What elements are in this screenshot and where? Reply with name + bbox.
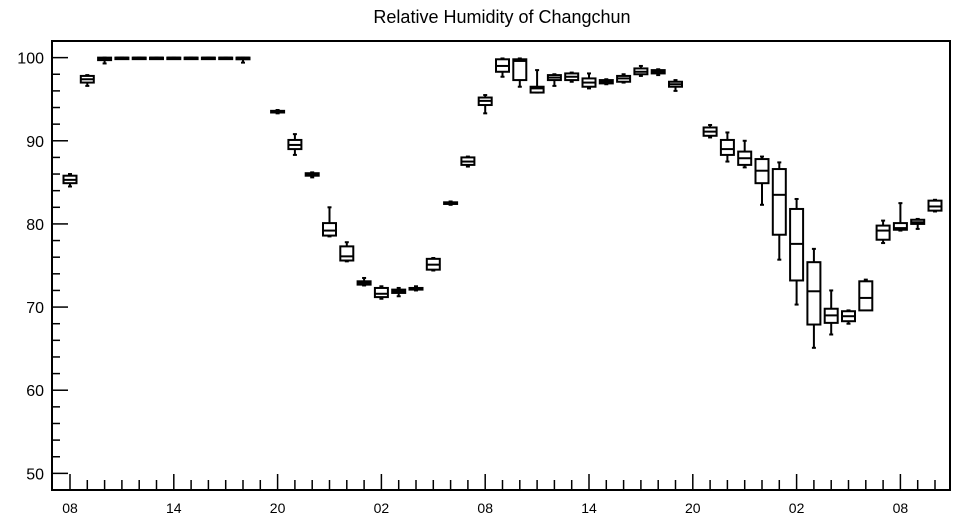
x-tick-label: 20 xyxy=(270,500,286,516)
box-7 xyxy=(183,56,199,61)
box-2 xyxy=(97,56,113,65)
box-21 xyxy=(425,257,441,272)
box-48 xyxy=(892,202,908,232)
box-body xyxy=(322,222,337,237)
box-34 xyxy=(650,68,666,77)
box-5 xyxy=(149,56,164,61)
y-tick-label: 70 xyxy=(26,300,44,317)
x-tick-label: 08 xyxy=(477,500,493,516)
box-50 xyxy=(927,198,943,213)
box-9 xyxy=(218,56,234,61)
y-tick-label: 50 xyxy=(26,466,44,483)
box-body xyxy=(373,286,389,299)
box-38 xyxy=(719,131,735,163)
box-46 xyxy=(858,278,874,312)
x-tick-label: 14 xyxy=(581,500,597,516)
box-23 xyxy=(460,155,476,168)
x-tick-label: 08 xyxy=(893,500,909,516)
axes: 50 60 70 80 90 100 08 14 20 02 08 14 20 02 08 xyxy=(17,40,951,516)
box-body xyxy=(771,168,787,236)
box-body xyxy=(512,58,528,82)
box-33 xyxy=(633,64,649,77)
box-8 xyxy=(200,56,216,61)
box-16 xyxy=(339,241,355,263)
box-30 xyxy=(581,72,597,90)
box-10 xyxy=(235,56,251,64)
box-26 xyxy=(512,57,528,88)
box-17 xyxy=(356,276,372,287)
box-6 xyxy=(166,56,182,61)
box-24 xyxy=(477,94,493,115)
box-22 xyxy=(443,200,459,206)
box-1 xyxy=(79,74,95,87)
box-29 xyxy=(564,71,580,83)
x-tick-label: 20 xyxy=(685,500,701,516)
x-tick-label: 02 xyxy=(789,500,805,516)
box-body xyxy=(339,245,355,262)
box-15 xyxy=(322,206,337,238)
x-tick-label: 08 xyxy=(62,500,78,516)
box-42 xyxy=(789,197,805,306)
box-body xyxy=(529,85,545,94)
box-32 xyxy=(616,73,632,84)
box-14 xyxy=(304,171,320,179)
box-body xyxy=(858,280,874,312)
y-tick-label: 60 xyxy=(26,383,44,400)
box-31 xyxy=(598,78,614,86)
y-tick-label: 90 xyxy=(26,134,44,151)
box-25 xyxy=(495,57,510,78)
box-body xyxy=(806,261,822,326)
box-49 xyxy=(910,217,926,230)
box-28 xyxy=(546,73,562,87)
box-12 xyxy=(270,109,286,115)
box-19 xyxy=(391,286,407,298)
box-0 xyxy=(62,173,78,188)
box-35 xyxy=(668,79,683,92)
box-series xyxy=(62,56,943,349)
box-45 xyxy=(841,309,856,325)
box-39 xyxy=(737,139,753,169)
box-27 xyxy=(529,69,545,94)
box-20 xyxy=(408,285,424,292)
box-body xyxy=(719,138,735,156)
y-tick-label: 100 xyxy=(17,51,44,68)
box-13 xyxy=(287,133,303,156)
box-47 xyxy=(875,219,891,245)
box-18 xyxy=(373,285,389,300)
box-body xyxy=(892,222,908,231)
box-37 xyxy=(702,123,718,139)
y-tick-label: 80 xyxy=(26,217,44,234)
box-body xyxy=(875,224,891,241)
chart-title: Relative Humidity of Changchun xyxy=(373,7,630,27)
x-tick-label: 02 xyxy=(374,500,390,516)
x-tick-label: 14 xyxy=(166,500,182,516)
box-40 xyxy=(754,155,770,206)
box-41 xyxy=(771,161,787,261)
box-43 xyxy=(806,247,822,349)
box-4 xyxy=(131,56,147,61)
box-44 xyxy=(823,289,839,336)
plot-frame xyxy=(51,40,951,491)
box-3 xyxy=(114,56,130,61)
